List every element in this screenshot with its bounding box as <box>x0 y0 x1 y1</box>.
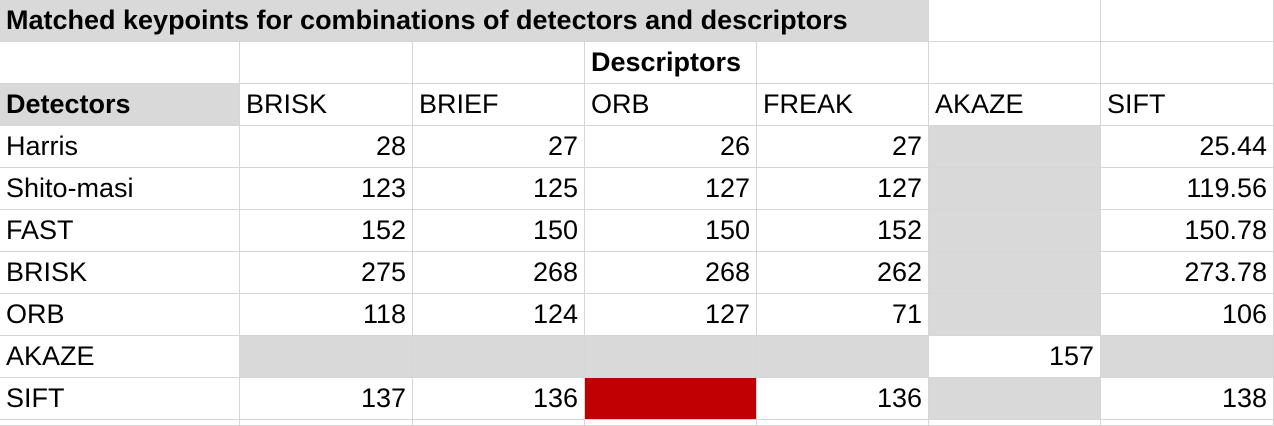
empty-cell[interactable] <box>1101 42 1274 84</box>
value-cell[interactable]: 123 <box>240 168 413 210</box>
empty-cell[interactable] <box>929 0 1101 42</box>
value-cell[interactable]: 26 <box>585 126 757 168</box>
value-cell[interactable]: 106 <box>1101 294 1274 336</box>
na-cell[interactable] <box>929 126 1101 168</box>
value-cell[interactable]: 150 <box>585 210 757 252</box>
value-cell[interactable]: 152 <box>240 210 413 252</box>
descriptors-header[interactable]: Descriptors <box>585 42 757 84</box>
value-cell[interactable]: 124 <box>413 294 585 336</box>
value-cell[interactable]: 150 <box>413 210 585 252</box>
na-cell[interactable] <box>929 168 1101 210</box>
value-cell[interactable]: 268 <box>413 252 585 294</box>
value-cell[interactable]: 273.78 <box>1101 252 1274 294</box>
empty-cell[interactable] <box>929 42 1101 84</box>
value-cell[interactable]: 127 <box>757 168 929 210</box>
value-cell[interactable]: 137 <box>240 378 413 420</box>
value-cell[interactable]: 125 <box>413 168 585 210</box>
empty-cell[interactable] <box>240 420 413 426</box>
value-cell[interactable]: 27 <box>413 126 585 168</box>
column-header-sift[interactable]: SIFT <box>1101 84 1274 126</box>
row-label-akaze[interactable]: AKAZE <box>0 336 240 378</box>
row-label-brisk[interactable]: BRISK <box>0 252 240 294</box>
empty-cell[interactable] <box>0 42 240 84</box>
column-header-orb[interactable]: ORB <box>585 84 757 126</box>
row-label-harris[interactable]: Harris <box>0 126 240 168</box>
empty-cell[interactable] <box>1101 420 1274 426</box>
value-cell[interactable]: 150.78 <box>1101 210 1274 252</box>
value-cell[interactable]: 118 <box>240 294 413 336</box>
na-cell[interactable] <box>240 336 413 378</box>
na-cell[interactable] <box>929 210 1101 252</box>
empty-cell[interactable] <box>413 420 585 426</box>
value-cell[interactable]: 119.56 <box>1101 168 1274 210</box>
value-cell[interactable]: 262 <box>757 252 929 294</box>
row-label-shito-masi[interactable]: Shito-masi <box>0 168 240 210</box>
empty-cell[interactable] <box>757 42 929 84</box>
column-header-brief[interactable]: BRIEF <box>413 84 585 126</box>
value-cell[interactable]: 157 <box>929 336 1101 378</box>
empty-cell[interactable] <box>757 420 929 426</box>
value-cell[interactable]: 127 <box>585 168 757 210</box>
value-cell[interactable]: 136 <box>413 378 585 420</box>
na-cell[interactable] <box>929 294 1101 336</box>
empty-cell[interactable] <box>1101 0 1274 42</box>
column-header-akaze[interactable]: AKAZE <box>929 84 1101 126</box>
value-cell[interactable]: 71 <box>757 294 929 336</box>
na-cell[interactable] <box>413 336 585 378</box>
row-label-fast[interactable]: FAST <box>0 210 240 252</box>
empty-cell[interactable] <box>413 42 585 84</box>
value-cell[interactable]: 28 <box>240 126 413 168</box>
na-cell[interactable] <box>929 252 1101 294</box>
value-cell[interactable]: 27 <box>757 126 929 168</box>
column-header-freak[interactable]: FREAK <box>757 84 929 126</box>
detectors-header[interactable]: Detectors <box>0 84 240 126</box>
na-cell[interactable] <box>585 336 757 378</box>
na-cell[interactable] <box>757 336 929 378</box>
empty-cell[interactable] <box>240 42 413 84</box>
value-cell[interactable]: 136 <box>757 378 929 420</box>
value-cell[interactable]: 127 <box>585 294 757 336</box>
column-header-brisk[interactable]: BRISK <box>240 84 413 126</box>
table-title[interactable]: Matched keypoints for combinations of de… <box>0 0 929 42</box>
value-cell[interactable]: 138 <box>1101 378 1274 420</box>
value-cell[interactable]: 268 <box>585 252 757 294</box>
highlighted-cell[interactable] <box>585 378 757 420</box>
empty-cell[interactable] <box>929 420 1101 426</box>
empty-cell[interactable] <box>0 420 240 426</box>
value-cell[interactable]: 152 <box>757 210 929 252</box>
empty-cell[interactable] <box>585 420 757 426</box>
value-cell[interactable]: 275 <box>240 252 413 294</box>
na-cell[interactable] <box>929 378 1101 420</box>
na-cell[interactable] <box>1101 336 1274 378</box>
value-cell[interactable]: 25.44 <box>1101 126 1274 168</box>
row-label-sift[interactable]: SIFT <box>0 378 240 420</box>
row-label-orb[interactable]: ORB <box>0 294 240 336</box>
